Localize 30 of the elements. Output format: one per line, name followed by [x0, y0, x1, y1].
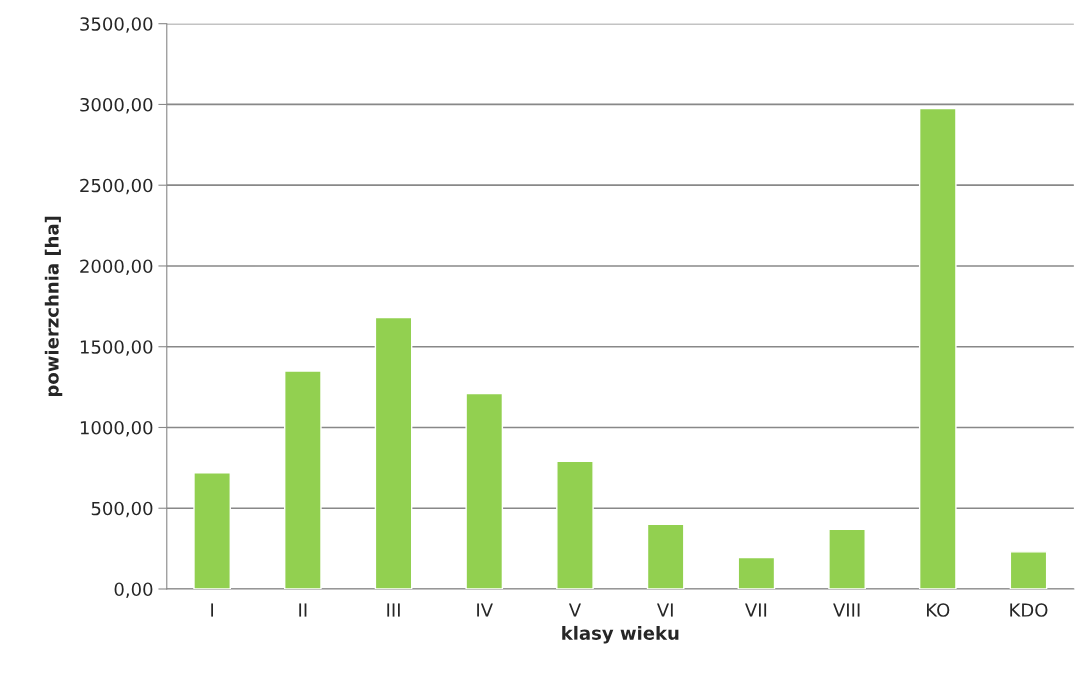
x-axis-title: klasy wieku: [562, 625, 679, 644]
y-tick-label: 2000,00: [80, 259, 153, 275]
y-tick-label: 0,00: [114, 582, 153, 598]
y-tick-label: 500,00: [91, 501, 153, 518]
y-tick-label: 3500,00: [80, 17, 153, 33]
bar: [193, 472, 231, 589]
x-tick-label: VI: [656, 603, 673, 617]
y-tick-label: 2500,00: [80, 178, 153, 195]
bar: [465, 392, 504, 589]
y-tick-label: 1500,00: [80, 340, 153, 356]
x-tick-label: II: [299, 603, 307, 617]
x-tick-label: V: [568, 603, 581, 617]
bar: [737, 556, 776, 589]
bar: [646, 523, 685, 589]
bar: [918, 107, 957, 589]
x-tick-label: VII: [745, 603, 767, 617]
bar: [284, 370, 322, 589]
x-tick-label: I: [211, 603, 214, 617]
bar: [828, 528, 866, 589]
x-tick-label: KO: [927, 603, 950, 617]
x-tick-label: IV: [477, 603, 493, 617]
bar: [556, 460, 594, 589]
x-tick-label: KDO: [1010, 603, 1048, 617]
x-tick-label: III: [387, 603, 400, 617]
y-tick-label: 3000,00: [80, 97, 153, 114]
bar: [374, 316, 413, 589]
y-axis-title: powierzchnia [ha]: [44, 216, 63, 397]
bar: [1009, 551, 1048, 589]
x-tick-label: VIII: [833, 603, 860, 617]
y-tick-label: 1000,00: [80, 420, 153, 437]
